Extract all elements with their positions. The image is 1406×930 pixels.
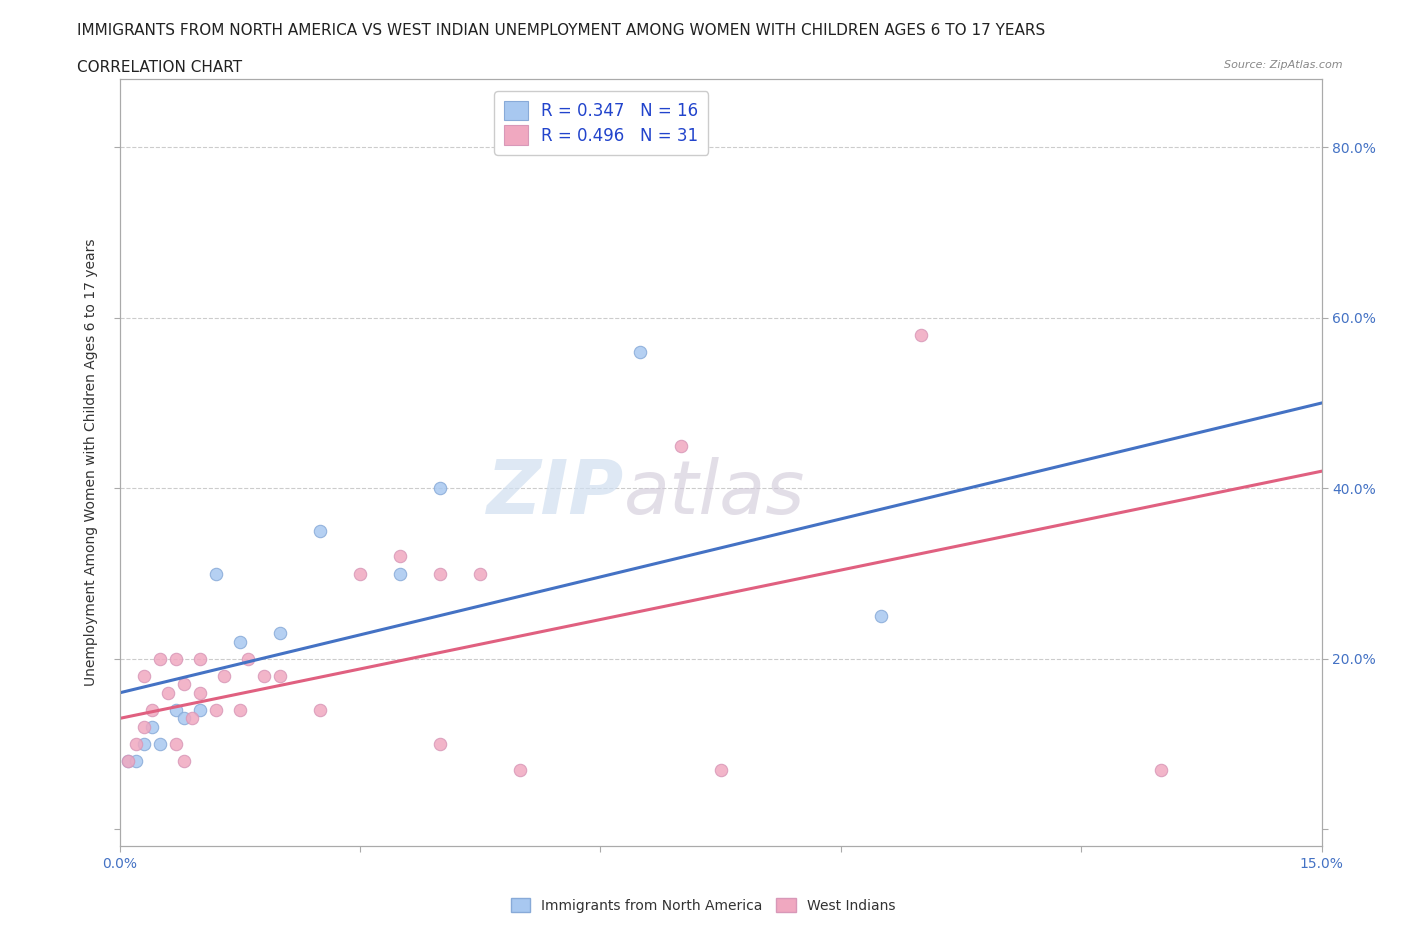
Point (204, 566, 226, 581)
Point (212, 669, 235, 684)
Legend: Immigrants from North America, West Indians: Immigrants from North America, West Indi… (505, 893, 901, 919)
Point (132, 737, 155, 751)
Point (388, 549, 412, 564)
Point (117, 753, 139, 768)
Point (141, 720, 163, 735)
Text: ZIP: ZIP (486, 457, 624, 530)
Point (173, 753, 195, 768)
Point (132, 669, 155, 684)
Point (188, 685, 211, 700)
Point (204, 702, 226, 717)
Point (180, 711, 202, 726)
Point (124, 737, 146, 751)
Point (117, 753, 139, 768)
Point (349, 566, 371, 581)
Point (188, 651, 211, 666)
Point (253, 669, 276, 684)
Point (165, 737, 187, 751)
Point (669, 438, 692, 453)
Point (429, 566, 451, 581)
Point (309, 524, 332, 538)
Point (630, 344, 652, 359)
Point (124, 753, 146, 768)
Point (709, 763, 731, 777)
Point (429, 737, 451, 751)
Point (429, 481, 451, 496)
Point (269, 626, 291, 641)
Point (188, 702, 211, 717)
Point (173, 677, 195, 692)
Point (149, 651, 172, 666)
Point (165, 651, 187, 666)
Text: Source: ZipAtlas.com: Source: ZipAtlas.com (1225, 60, 1343, 71)
Point (173, 711, 195, 726)
Point (156, 685, 179, 700)
Text: CORRELATION CHART: CORRELATION CHART (77, 60, 242, 75)
Point (1150, 763, 1173, 777)
Point (228, 702, 252, 717)
Point (132, 720, 155, 735)
Point (309, 702, 332, 717)
Point (869, 609, 893, 624)
Point (468, 566, 492, 581)
Y-axis label: Unemployment Among Women with Children Ages 6 to 17 years: Unemployment Among Women with Children A… (84, 239, 98, 686)
Point (910, 327, 932, 342)
Text: atlas: atlas (624, 458, 806, 529)
Point (228, 634, 252, 649)
Point (388, 566, 412, 581)
Point (149, 737, 172, 751)
Legend: R = 0.347   N = 16, R = 0.496   N = 31: R = 0.347 N = 16, R = 0.496 N = 31 (495, 91, 709, 154)
Point (269, 669, 291, 684)
Point (165, 702, 187, 717)
Text: IMMIGRANTS FROM NORTH AMERICA VS WEST INDIAN UNEMPLOYMENT AMONG WOMEN WITH CHILD: IMMIGRANTS FROM NORTH AMERICA VS WEST IN… (77, 23, 1046, 38)
Point (509, 763, 531, 777)
Point (141, 702, 163, 717)
Point (236, 651, 259, 666)
